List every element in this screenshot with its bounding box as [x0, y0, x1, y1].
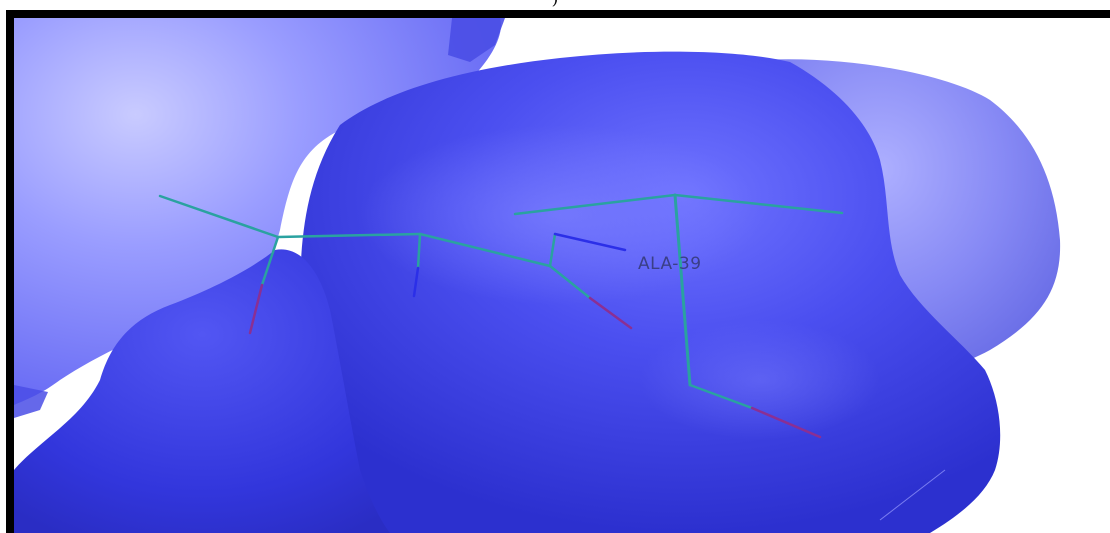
bond-carbon: [416, 232, 422, 270]
lower-surface-mass: [14, 249, 390, 533]
bond-nitrogen: [412, 266, 420, 298]
surface-edge-line: [879, 469, 946, 521]
bond-carbon: [548, 264, 592, 300]
residue-label: ALA-39: [638, 254, 702, 274]
protein-surface-render: [14, 18, 1110, 533]
surface-shard-top: [448, 18, 505, 62]
surface-shard-left: [14, 385, 48, 418]
bond-carbon: [548, 232, 557, 268]
residue-stick-model: [158, 193, 844, 439]
bond-oxygen: [750, 406, 822, 439]
bond-carbon: [673, 193, 692, 387]
bond-carbon: [276, 232, 422, 239]
bond-nitrogen: [553, 232, 627, 252]
bond-oxygen: [588, 296, 633, 330]
back-surface-lobe-right: [760, 59, 1061, 375]
molecule-viewport[interactable]: ALA-39: [6, 10, 1110, 533]
surface-highlight-lower: [640, 320, 880, 440]
bond-carbon: [513, 193, 677, 216]
bond-carbon: [260, 235, 280, 287]
bond-carbon: [673, 193, 844, 215]
bond-carbon: [158, 194, 280, 239]
bond-oxygen: [248, 283, 264, 335]
bond-carbon: [688, 383, 754, 410]
bond-carbon: [418, 232, 552, 268]
surface-highlight: [360, 125, 760, 305]
